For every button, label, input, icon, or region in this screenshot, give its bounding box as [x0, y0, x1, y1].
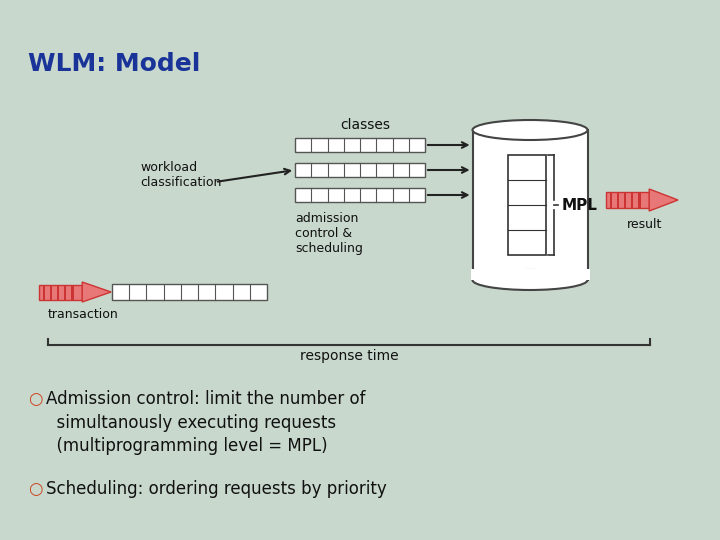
Bar — [638, 192, 641, 208]
Bar — [64, 285, 66, 300]
Ellipse shape — [472, 120, 588, 140]
Bar — [50, 285, 53, 300]
Bar — [472, 130, 588, 280]
Bar — [295, 188, 425, 202]
Text: MPL: MPL — [562, 198, 598, 213]
Text: Admission control: limit the number of
  simultanously executing requests
  (mul: Admission control: limit the number of s… — [46, 390, 366, 455]
Bar — [295, 138, 425, 152]
Text: response time: response time — [300, 349, 398, 363]
Bar — [616, 192, 619, 208]
Bar — [631, 192, 634, 208]
Bar — [112, 284, 267, 300]
Bar — [39, 285, 82, 300]
Text: transaction: transaction — [48, 308, 119, 321]
Text: ○: ○ — [28, 480, 42, 498]
Text: Scheduling: ordering requests by priority: Scheduling: ordering requests by priorit… — [46, 480, 387, 498]
Text: result: result — [627, 218, 662, 231]
Polygon shape — [82, 282, 111, 302]
Bar — [508, 155, 546, 255]
Polygon shape — [649, 189, 678, 211]
Bar — [42, 285, 45, 300]
Bar — [71, 285, 73, 300]
Bar — [624, 192, 626, 208]
Bar — [57, 285, 60, 300]
Text: classes: classes — [341, 118, 390, 132]
Bar — [295, 163, 425, 177]
Bar — [470, 269, 590, 280]
Bar — [610, 192, 612, 208]
Text: admission
control &
scheduling: admission control & scheduling — [295, 212, 363, 255]
Text: workload
classification: workload classification — [140, 161, 221, 189]
Text: WLM: Model: WLM: Model — [28, 52, 200, 76]
Bar — [606, 192, 649, 208]
Ellipse shape — [472, 270, 588, 290]
Text: ○: ○ — [28, 390, 42, 408]
